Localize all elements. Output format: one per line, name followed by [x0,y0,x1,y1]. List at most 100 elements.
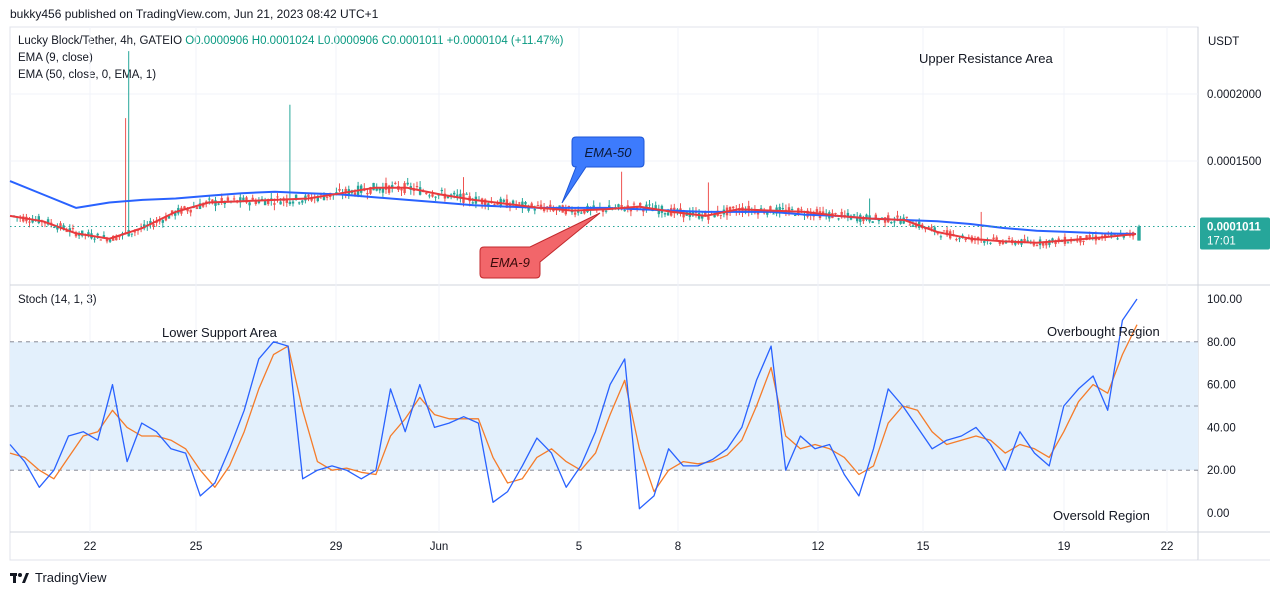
candle-body [273,203,276,205]
candle-body [601,209,605,212]
candle-body [279,201,282,205]
candle-body [394,182,397,184]
candle-body [728,206,732,212]
candle-body [945,230,949,236]
candle-body [586,205,589,213]
brand-label: TradingView [35,570,107,585]
time-tick-label: 22 [84,541,97,553]
candle-body [105,238,109,242]
candle-body [862,217,865,222]
candle-body [800,209,803,211]
candle-body [195,207,199,209]
candle-body [1045,241,1048,246]
candle-body [263,200,267,206]
candle-body [186,209,189,212]
candle-body [369,187,372,194]
symbol-title: Lucky Block/Tether, 4h, GATEIO [18,35,183,47]
candle-body [732,206,735,209]
candle-body [251,197,254,200]
candle-body [406,182,409,185]
candle-body [1097,238,1101,240]
time-tick-label: 29 [330,541,343,553]
ohlc-high: H0.0001024 [251,35,315,47]
candle-body [530,203,533,207]
candle-body [93,238,96,240]
candle-body [890,221,893,224]
candle-body [1007,238,1011,240]
candle-body [446,195,450,199]
chart-frame [9,26,1199,561]
candle-body [415,186,419,188]
candle-body [772,213,775,215]
candle-body [344,188,347,194]
candle-body [837,218,840,220]
ohlc-change: +0.0000104 (+11.47%) [446,35,564,47]
time-tick-label: 25 [190,541,203,553]
candle-body [580,212,583,214]
candle-body [338,188,341,191]
candle-body [989,242,992,244]
candle-body [59,223,62,229]
candle-body [99,239,102,241]
candle-body [518,202,521,204]
candle-body [391,185,394,188]
stoch-tick-label: 100.00 [1207,294,1242,306]
candle-body [1032,242,1036,246]
candle-body [298,202,301,204]
candle-body [1104,234,1107,238]
upper-resistance-label: Upper Resistance Area [919,51,1053,66]
candle-body [1116,238,1119,240]
candle-body [639,203,642,206]
candle-body [381,187,385,193]
candle-body [846,212,850,217]
ema9-callout-label: EMA-9 [490,255,530,270]
candle-body [189,209,192,213]
candle-body [834,212,837,214]
candle-body [81,230,84,236]
candle-body [911,225,915,227]
candle-body [1023,238,1026,243]
candle-body [707,216,710,220]
price-tick-label: 0.0002000 [1207,89,1261,101]
last-price-value: 0.0001011 [1207,222,1261,234]
candle-body [930,227,933,229]
candle-body [502,199,505,202]
candle-body [87,232,90,236]
candle-body [471,202,474,204]
candle-body [936,232,939,234]
candle-body [852,214,856,216]
candle-body [62,225,65,229]
candle-body [620,205,623,208]
candle-body [133,231,137,233]
ema50-callout-label: EMA-50 [585,145,633,160]
candle-body [378,188,381,191]
symbol-legend: Lucky Block/Tether, 4h, GATEIO O0.000090… [18,35,563,47]
candle-body [431,194,434,197]
candle-body [28,221,31,223]
candle-body [648,204,651,206]
candle-body [208,198,211,200]
stoch-tick-label: 80.00 [1207,337,1236,349]
candle-body [487,203,490,206]
tradingview-brand[interactable]: TradingView [10,570,107,585]
candle-body [96,233,99,236]
candle-body [183,206,186,210]
candle-body [995,237,998,240]
publish-caption: bukky456 published on TradingView.com, J… [10,7,379,21]
candle-body [511,200,515,206]
candle-body [310,198,313,201]
candle-body [1100,235,1104,237]
ohlc-open: O0.0000906 [185,35,249,47]
candle-body [769,206,772,213]
tradingview-logo-icon [10,572,29,583]
candle-body [325,196,329,198]
candle-body [372,182,375,191]
candle-body [657,208,660,215]
candle-body [276,196,279,198]
candle-body [465,193,468,195]
candle-body [366,192,369,195]
candle-body [254,201,257,205]
candle-body [573,212,577,215]
time-tick-label: 12 [812,541,825,553]
